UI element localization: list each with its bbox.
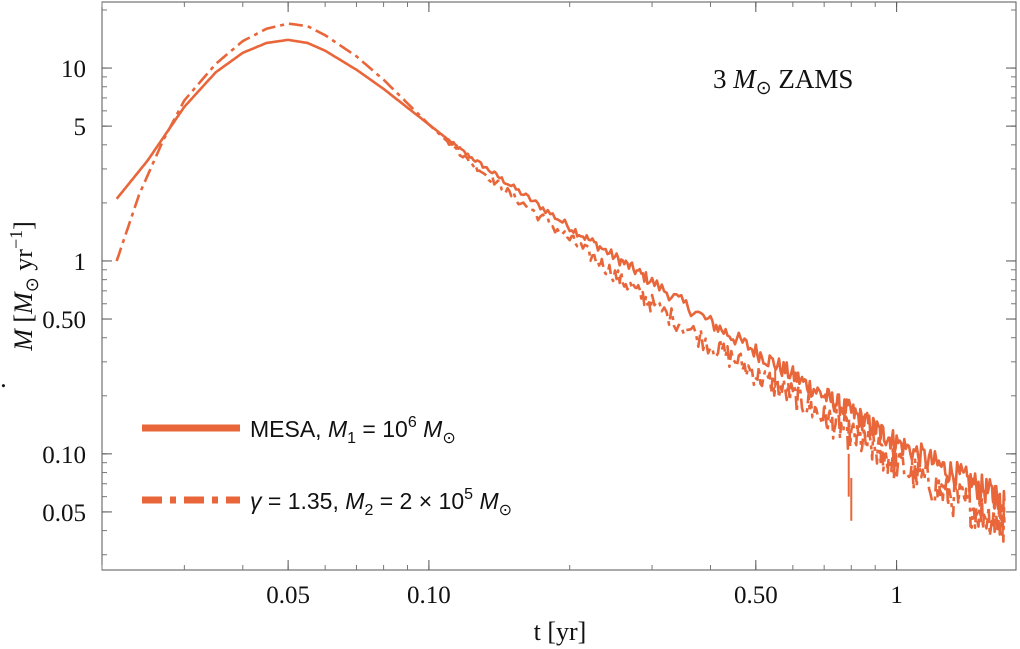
plot-frame	[101, 1, 1017, 571]
annotation-symbol: M	[732, 64, 757, 94]
annotation-suffix: ZAMS	[772, 64, 854, 94]
legend-label-mesa: MESA, M1 = 106 M⊙	[250, 414, 456, 447]
y-axis-bracket-close: ]	[9, 221, 38, 230]
y-axis-unit-text: yr	[9, 249, 38, 278]
y-axis-unit-exp: −1	[6, 230, 26, 249]
series-line-gamma	[115, 22, 1006, 543]
x-tick-label: 0.50	[734, 582, 778, 609]
series-layer	[115, 22, 1006, 543]
y-axis-symbol: M	[9, 328, 38, 352]
svg-text:M [M⊙ yr−1]: M [M⊙ yr−1]	[6, 221, 42, 352]
y-axis-dot: ·	[0, 381, 18, 390]
annotation: 3 M⊙ ZAMS	[713, 64, 853, 99]
annotation-sub: ⊙	[756, 78, 772, 99]
series-line-mesa	[115, 38, 1006, 513]
y-tick-label: 10	[61, 56, 86, 83]
x-tick-label: 0.05	[266, 582, 310, 609]
y-tick-label: 1	[74, 249, 87, 276]
y-axis-bracket-open: [	[9, 314, 38, 329]
legend: MESA, M1 = 106 M⊙ γ = 1.35, M2 = 2 × 105…	[142, 414, 512, 519]
y-tick-label: 0.50	[42, 307, 86, 334]
y-tick-label: 5	[74, 114, 87, 141]
x-tick-labels: 0.05 0.10 0.50 1	[266, 582, 903, 609]
y-axis-unit-symbol: M	[9, 291, 38, 315]
x-axis-title: t [yr]	[534, 617, 587, 646]
y-axis-title: M [M⊙ yr−1] ·	[0, 221, 42, 390]
annotation-prefix: 3	[713, 64, 733, 94]
y-tick-labels: 10 5 1 0.50 0.10 0.05	[42, 56, 86, 527]
axis-ticks	[101, 2, 1016, 570]
x-tick-label: 0.10	[407, 582, 451, 609]
y-tick-label: 0.10	[42, 442, 86, 469]
y-axis-unit-sub: ⊙	[22, 277, 42, 292]
legend-label-gamma: γ = 1.35, M2 = 2 × 105 M⊙	[250, 486, 512, 519]
x-tick-label: 1	[890, 582, 903, 609]
y-tick-label: 0.05	[42, 500, 86, 527]
